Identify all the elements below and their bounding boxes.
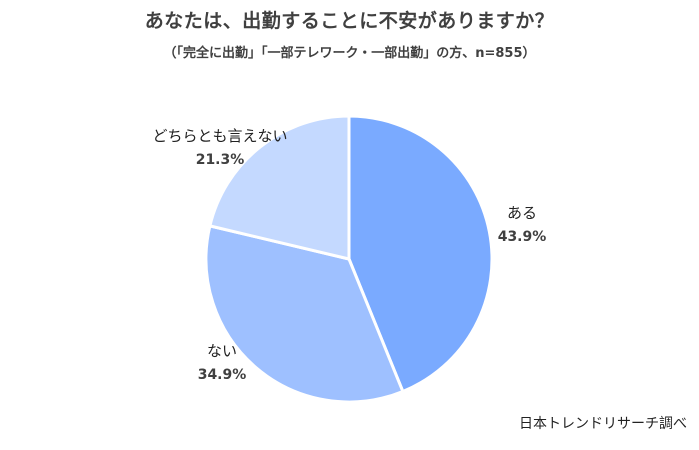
slice-category-label: ない <box>207 342 237 360</box>
chart-title: あなたは、出勤することに不安がありますか？ <box>144 10 555 32</box>
slice-value-label: 34.9% <box>198 367 247 383</box>
pie-slice-1 <box>347 114 494 393</box>
chart-subtitle: （「完全に出勤」「一部テレワーク・一部出勤」の方、n=855） <box>163 46 536 61</box>
pie-slice-2 <box>204 224 405 404</box>
slice-value-label: 21.3% <box>196 152 245 168</box>
slice-category-label: どちらとも言えない <box>152 127 287 145</box>
pie-slice-3 <box>208 114 351 261</box>
chart-source-credit: 日本トレンドリサーチ調べ <box>519 416 687 432</box>
slice-value-label: 43.9% <box>498 229 547 245</box>
slice-category-label: ある <box>507 204 537 222</box>
